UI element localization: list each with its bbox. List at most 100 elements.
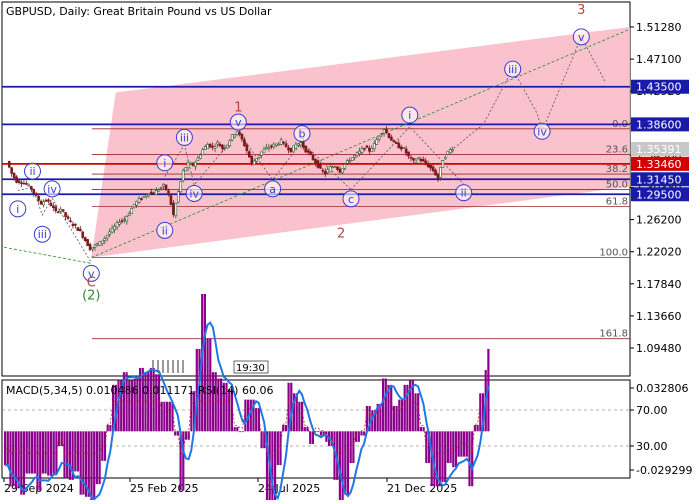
candle-body [221, 144, 224, 149]
candle-body [52, 205, 55, 208]
candle-body [167, 190, 170, 194]
candle-body [86, 239, 89, 246]
candle-body [306, 150, 310, 153]
candle-body [7, 160, 11, 168]
wave-label-11: b [299, 128, 306, 141]
macd-bar [79, 431, 82, 495]
candle-body [343, 163, 347, 169]
chart-title: GBPUSD, Daily: Great Britain Pound vs US… [6, 5, 272, 18]
candle-body [333, 166, 337, 168]
wave-label-4: v [88, 267, 95, 280]
candle-body [135, 201, 138, 206]
candle-body [191, 162, 195, 166]
candle-body [409, 157, 413, 159]
wave-circle-0 [9, 200, 27, 218]
candle-body [338, 168, 342, 173]
macd-bar [263, 431, 266, 449]
macd-bar [6, 431, 9, 466]
candle-body [199, 154, 202, 159]
macd-bar [355, 431, 358, 442]
wave-label-3: iv [47, 183, 57, 196]
macd-bar [44, 431, 47, 474]
macd-bar [330, 431, 333, 447]
macd-bar [387, 384, 390, 432]
candle-body [358, 150, 361, 155]
macd-bar [36, 431, 39, 491]
macd-bar [125, 372, 128, 432]
candle-body [282, 141, 285, 144]
candle-body [17, 180, 21, 183]
macd-bar [382, 378, 385, 432]
macd-bar [417, 393, 420, 432]
candle-body [395, 142, 398, 144]
wave-label-13: i [408, 109, 411, 122]
ind-tick-label-3: -0.029299 [636, 464, 692, 477]
fib-label-5: 100.0 [599, 248, 628, 259]
macd-bar [438, 431, 441, 487]
macd-bar [112, 384, 115, 432]
macd-bar [365, 405, 368, 432]
macd-bar [238, 431, 242, 433]
candle-body [314, 158, 317, 164]
wave-circle-16 [533, 122, 551, 140]
macd-bar [28, 431, 31, 474]
last-price-label: 1.35391 [636, 143, 682, 156]
candle-body [451, 149, 454, 152]
candle-body [346, 160, 349, 164]
candle-body [446, 150, 450, 155]
macd-bar [68, 431, 71, 480]
wave-label-5: i [163, 157, 166, 170]
candle-body [252, 160, 256, 166]
macd-bar [460, 431, 463, 457]
candle-body [387, 133, 391, 139]
candle-body [98, 241, 102, 246]
candle-body [147, 193, 151, 196]
macd-bar [454, 431, 458, 468]
candle-body [42, 201, 45, 206]
macd-bar [244, 399, 247, 432]
macd-bar [82, 431, 85, 495]
candle-body [289, 147, 293, 153]
macd-bar [276, 431, 279, 466]
candle-body [370, 147, 374, 153]
candle-body [118, 222, 121, 225]
candle-body [365, 145, 369, 148]
macd-bar [222, 382, 225, 432]
macd-bar [136, 378, 139, 432]
candle-body [120, 220, 124, 222]
candle-body [189, 162, 192, 165]
macd-bar [436, 431, 439, 487]
candle-body [34, 193, 38, 196]
candle-body [243, 139, 246, 147]
macd-bar [473, 424, 476, 432]
macd-bar [395, 405, 398, 432]
candle-body [29, 186, 33, 190]
candle-body [88, 243, 92, 251]
candle-body [245, 144, 249, 151]
candle-body [186, 161, 190, 169]
macd-bar [384, 378, 387, 432]
candle-body [355, 152, 359, 156]
candle-body [37, 195, 40, 201]
macd-bar [295, 393, 298, 432]
macd-bar [147, 372, 150, 432]
macd-bar [463, 431, 466, 457]
candle-body [113, 226, 116, 230]
macd-bar [433, 431, 436, 487]
candle-body [321, 169, 325, 172]
candle-body [150, 191, 153, 194]
indicator-label: MACD(5,34,5) 0.010486 0.011171 RSI(14) 6… [6, 384, 273, 397]
macd-bar [376, 403, 379, 432]
macd-bar [163, 401, 166, 432]
macd-bar [33, 431, 36, 474]
macd-bar [230, 389, 233, 432]
wave-label-8: iv [189, 187, 199, 200]
macd-bar [195, 348, 198, 432]
macd-bar [363, 431, 366, 436]
candle-body [142, 196, 146, 198]
macd-bar [452, 431, 455, 468]
wave-channel [91, 27, 631, 258]
macd-bar [25, 431, 28, 474]
candle-body [169, 193, 173, 205]
wave-circle-9 [229, 113, 247, 131]
